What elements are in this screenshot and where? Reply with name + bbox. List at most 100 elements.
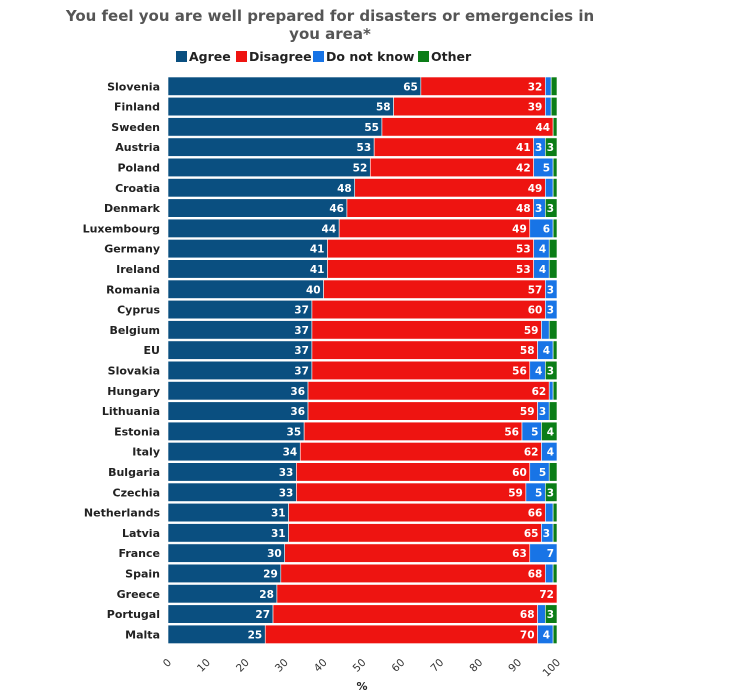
bar-segment-agree — [167, 137, 375, 157]
data-label: 4 — [539, 244, 546, 256]
bar-segment-other — [552, 624, 558, 644]
bar-segment-disagree — [311, 340, 538, 360]
bar-segment-other — [552, 178, 558, 198]
bar-segment-do-not-know — [545, 97, 552, 117]
data-label: 34 — [283, 447, 298, 459]
data-label: 29 — [263, 568, 278, 580]
bar-segment-do-not-know — [541, 320, 550, 340]
legend-swatch — [236, 51, 247, 62]
bar-segment-disagree — [284, 543, 531, 563]
category-labels: Slovenia Finland Sweden Austria Poland Croati… — [83, 80, 161, 641]
x-tick-label: 40 — [312, 657, 330, 675]
data-label: 4 — [539, 264, 546, 276]
data-label: 65 — [403, 81, 418, 93]
category-label: Ireland — [116, 263, 160, 276]
data-label: 35 — [287, 426, 302, 438]
data-label: 41 — [516, 142, 531, 154]
bar-segment-do-not-know — [545, 279, 558, 299]
bar-segment-agree — [167, 239, 328, 259]
category-label: Austria — [115, 141, 160, 154]
bar-segment-agree — [167, 381, 309, 401]
data-label: 3 — [547, 284, 554, 296]
category-label: Portugal — [107, 608, 160, 621]
data-label: 31 — [271, 528, 286, 540]
data-label: 5 — [543, 162, 550, 174]
category-label: Finland — [114, 101, 160, 114]
data-label: 25 — [248, 629, 263, 641]
bar-segment-agree — [167, 279, 324, 299]
x-tick-label: 80 — [467, 657, 485, 675]
data-label: 48 — [516, 203, 531, 215]
bar-segment-agree — [167, 198, 348, 218]
data-label: 62 — [532, 386, 547, 398]
category-label: Poland — [117, 161, 160, 174]
data-label: 56 — [512, 365, 527, 377]
bar-segment-other — [552, 157, 558, 177]
bar-segment-other — [550, 76, 558, 96]
bar-segment-agree — [167, 320, 313, 340]
data-label: 37 — [294, 345, 309, 357]
category-label: Denmark — [104, 202, 161, 215]
bar-segment-disagree — [373, 137, 534, 157]
bar-segment-other — [548, 462, 558, 482]
bar-segment-other — [552, 117, 558, 137]
data-label: 32 — [528, 81, 543, 93]
legend-label: Agree — [189, 49, 231, 64]
data-label: 37 — [294, 365, 309, 377]
bar-segment-do-not-know — [545, 563, 554, 584]
bar-segment-disagree — [338, 218, 531, 238]
legend-item-disagree[interactable]: Disagree — [236, 49, 312, 64]
x-tick-label: 70 — [428, 657, 446, 675]
bar-segment-disagree — [276, 584, 558, 604]
bar-segment-disagree — [311, 299, 546, 320]
category-label: Malta — [125, 628, 160, 641]
x-axis-title: % — [356, 680, 367, 693]
data-label: 39 — [528, 102, 543, 114]
bar-segment-agree — [167, 360, 313, 381]
bar-segment-agree — [167, 401, 309, 421]
data-label: 60 — [512, 467, 527, 479]
bar-segment-other — [552, 381, 558, 401]
x-tick-label: 30 — [273, 657, 291, 675]
data-label: 37 — [294, 305, 309, 317]
legend-label: Other — [431, 49, 472, 64]
bar-segment-other — [550, 97, 558, 117]
bar-segment-do-not-know — [545, 502, 554, 523]
x-tick-label: 100 — [540, 657, 563, 680]
data-label: 3 — [547, 609, 554, 621]
legend-item-other[interactable]: Other — [418, 49, 472, 64]
category-label: Latvia — [122, 527, 160, 540]
data-label: 36 — [290, 406, 305, 418]
data-label: 59 — [520, 406, 535, 418]
bar-segment-do-not-know — [545, 178, 554, 198]
data-label: 4 — [547, 447, 554, 459]
bar-segment-agree — [167, 462, 297, 482]
category-label: Estonia — [114, 425, 160, 438]
data-label: 37 — [294, 325, 309, 337]
category-label: Croatia — [115, 182, 160, 195]
legend-item-agree[interactable]: Agree — [176, 49, 231, 64]
data-label: 58 — [376, 102, 391, 114]
data-label: 59 — [508, 487, 523, 499]
x-tick-label: 90 — [506, 657, 524, 675]
category-label: Netherlands — [84, 507, 161, 520]
category-label: Czechia — [113, 486, 160, 499]
data-label: 44 — [535, 122, 550, 134]
data-label: 33 — [279, 487, 294, 499]
data-label: 4 — [535, 365, 542, 377]
bar-segment-disagree — [354, 178, 546, 198]
data-label: 59 — [524, 325, 539, 337]
bar-segment-disagree — [311, 360, 531, 381]
x-tick-label: 10 — [195, 657, 213, 675]
bar-segment-do-not-know — [541, 442, 558, 462]
legend-item-do-not-know[interactable]: Do not know — [313, 49, 415, 64]
data-label: 7 — [547, 548, 554, 560]
bar-segment-disagree — [311, 320, 542, 340]
x-tick-label: 0 — [161, 657, 174, 670]
bar-segment-do-not-know — [529, 543, 558, 563]
bar-segment-other — [548, 239, 558, 259]
data-label: 57 — [528, 284, 543, 296]
category-label: Germany — [104, 243, 160, 256]
bar-segment-agree — [167, 76, 422, 96]
